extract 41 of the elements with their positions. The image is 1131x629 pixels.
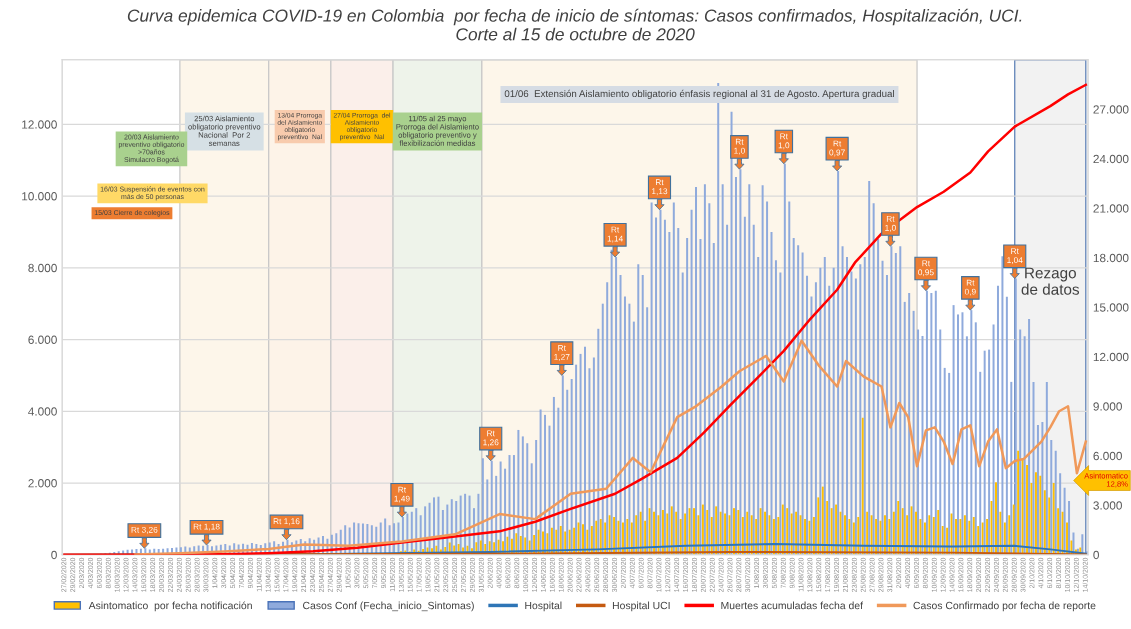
annotation: Rt 1,13 <box>652 179 668 196</box>
legend-label: Casos Conf (Fecha_inicio_Sintomas) <box>303 601 474 612</box>
legend-label: Hospital <box>525 601 562 612</box>
chart-title: Curva epidemica COVID-19 en Colombia por fecha de inicio de síntomas: Casos confirmados, Hospitalización, UCI. Corte al 15 de octubre de 2020 <box>127 8 1022 41</box>
y2-tick-label: 27.000 <box>1093 105 1129 114</box>
y-tick-label: 10.000 <box>22 192 57 201</box>
band-label: Rezago de datos <box>1021 267 1080 295</box>
y2-tick-label: 12.000 <box>1093 352 1129 362</box>
y-tick-label: 2.000 <box>28 479 57 488</box>
annotation: Rt 0,9 <box>964 279 976 296</box>
y-tick-label: 4.000 <box>28 407 57 416</box>
legend-label: Hospital UCI <box>612 601 670 612</box>
y-tick-label: 6.000 <box>28 335 57 344</box>
y2-tick-label: 18.000 <box>1093 253 1129 263</box>
y2-tick-label: 15.000 <box>1093 303 1129 312</box>
annotation: Rt 1,0 <box>778 133 790 150</box>
band-label: 01/06 Extensión Aislamiento obligatorio énfasis regional al 31 de Agosto. Apertura gradual <box>504 89 894 99</box>
y2-tick-label: 21.000 <box>1093 204 1129 213</box>
annotation: Rt 1,14 <box>607 226 623 243</box>
annotation: Rt 3,26 <box>131 526 158 534</box>
annotation: Rt 0,97 <box>829 140 845 157</box>
annotation: Rt 0,95 <box>918 260 934 277</box>
annotation: Rt 1,18 <box>193 523 220 531</box>
y2-tick-label: 0 <box>1093 550 1099 560</box>
annotation: Rt 1,27 <box>554 345 570 361</box>
annotation: Rt 1,0 <box>734 138 745 155</box>
annotation: Rt 1,26 <box>483 430 499 447</box>
y2-tick-label: 3.000 <box>1093 501 1122 510</box>
y-tick-label: 0 <box>51 550 57 560</box>
legend-label: Muertes acumuladas fecha def <box>721 601 864 610</box>
annotation: Rt 1,04 <box>1007 248 1023 265</box>
annotation: Rt 1,0 <box>885 215 896 232</box>
annotation: Rt 1,49 <box>394 486 410 503</box>
y-tick-label: 12.000 <box>22 120 57 129</box>
y-tick-label: 8.000 <box>28 263 57 273</box>
y2-tick-label: 6.000 <box>1093 451 1122 461</box>
annotation: Rt 1,16 <box>273 518 300 526</box>
y2-tick-label: 9.000 <box>1093 402 1122 411</box>
legend-label: Casos Confirmado por fecha de reporte <box>913 601 1096 612</box>
legend-label: Asintomatico por fecha notificación <box>88 601 252 612</box>
y2-tick-label: 24.000 <box>1093 154 1129 164</box>
